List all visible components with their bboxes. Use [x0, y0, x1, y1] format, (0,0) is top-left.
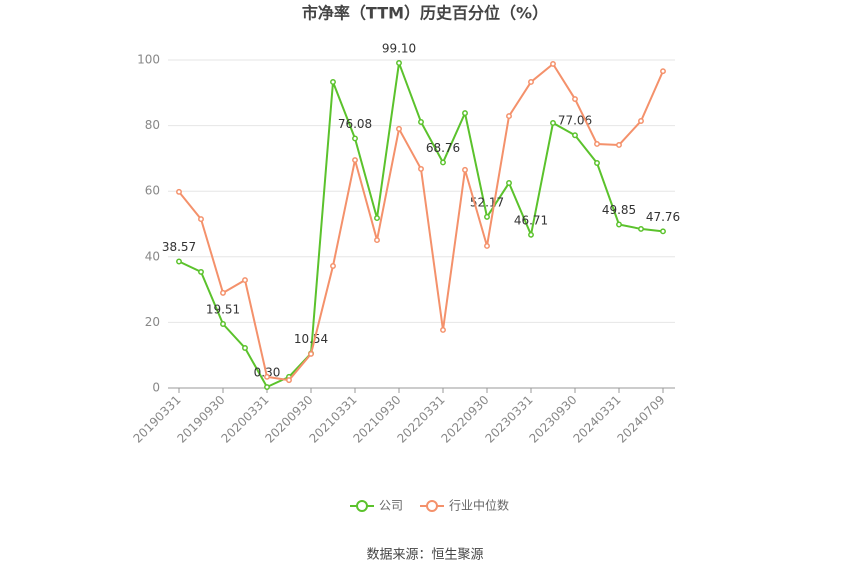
y-tick-label: 100 [137, 53, 160, 67]
point [418, 119, 424, 125]
point [330, 263, 336, 269]
point [462, 110, 468, 117]
point [220, 321, 226, 327]
point [198, 268, 204, 275]
legend-label: 公司 [379, 499, 403, 513]
value-label: 99.10 [382, 41, 416, 55]
value-label: 19.51 [206, 303, 240, 317]
point [660, 228, 666, 235]
point [594, 141, 600, 147]
legend-marker [356, 500, 368, 512]
point [396, 60, 402, 66]
point [440, 159, 446, 166]
point [528, 79, 534, 85]
point [176, 188, 182, 195]
point [242, 277, 248, 284]
point [286, 377, 292, 384]
value-label: 68.76 [426, 141, 460, 155]
point [550, 60, 556, 67]
legend-label: 行业中位数 [449, 498, 509, 513]
point [220, 289, 226, 296]
point [506, 180, 512, 186]
point [462, 166, 468, 173]
chart-title: 市净率（TTM）历史百分位（%） [302, 4, 548, 23]
point [660, 68, 666, 75]
series-line [178, 62, 664, 382]
series-line [178, 62, 664, 389]
point [528, 231, 534, 238]
value-label: 76.08 [338, 117, 372, 131]
y-tick-label: 0 [152, 381, 160, 395]
point [264, 373, 270, 380]
source: 数据来源：恒生聚源 [366, 548, 483, 563]
y-tick-label: 60 [145, 184, 160, 198]
point [374, 215, 380, 222]
point [396, 125, 402, 132]
y-tick-label: 20 [145, 315, 160, 329]
point [572, 96, 578, 102]
value-label: 38.57 [162, 240, 196, 254]
y-tick-label: 80 [145, 118, 160, 132]
y-tick-label: 40 [145, 249, 160, 263]
point [330, 79, 336, 85]
legend-marker [426, 500, 438, 512]
point [374, 237, 380, 244]
point [242, 345, 248, 351]
value-label: 47.76 [646, 210, 680, 224]
value-label: 46.71 [514, 213, 548, 227]
point [484, 213, 490, 220]
point [352, 135, 358, 142]
value-label: 10.54 [294, 332, 328, 346]
point [616, 142, 622, 148]
point [594, 160, 600, 166]
point [638, 118, 644, 124]
point [198, 216, 204, 223]
point [484, 243, 490, 249]
point [176, 258, 182, 265]
point [638, 225, 644, 232]
point [264, 384, 270, 390]
point [616, 221, 622, 228]
point [418, 165, 424, 172]
point [352, 157, 358, 163]
point [506, 113, 512, 120]
point [308, 350, 314, 357]
x-tick-label: 20240709 [615, 393, 668, 446]
point [440, 326, 446, 333]
point [572, 132, 578, 139]
value-label: 49.85 [602, 203, 636, 217]
point [550, 120, 556, 126]
